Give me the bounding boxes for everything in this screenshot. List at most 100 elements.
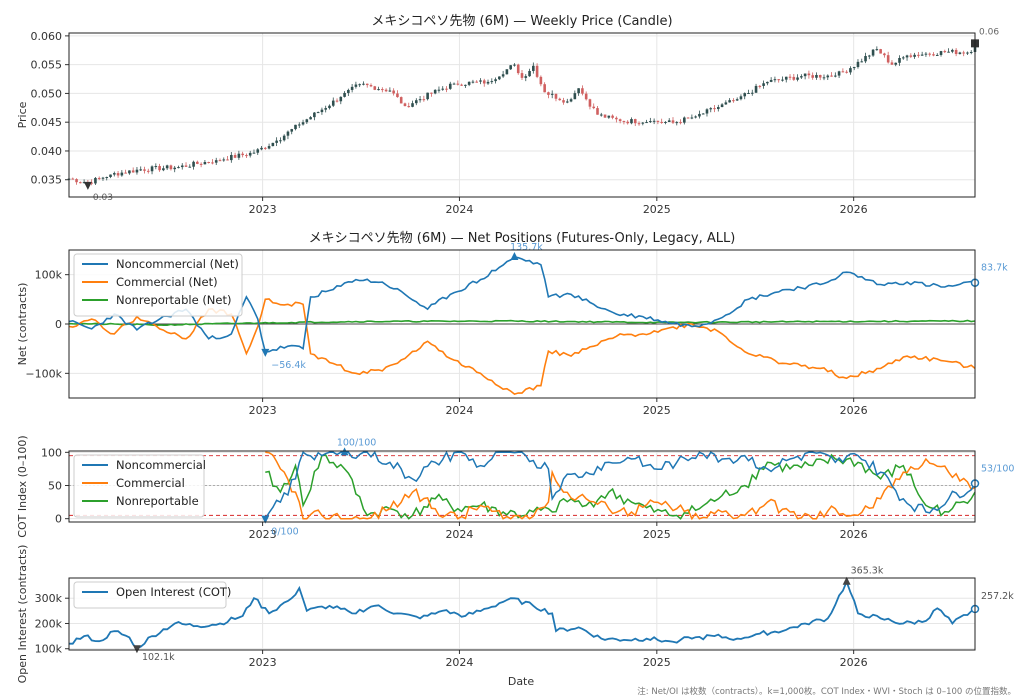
y-tick-label: 0.050	[31, 87, 63, 100]
candle-body	[513, 64, 516, 66]
candle-body	[381, 89, 384, 91]
y-tick-label: 200k	[35, 617, 63, 630]
candle-body	[969, 51, 973, 53]
legend-label: Noncommercial	[116, 458, 206, 472]
candle-body	[403, 103, 407, 107]
candle-body	[430, 92, 433, 94]
candle-body	[713, 108, 716, 110]
candle-body	[343, 92, 346, 97]
candle-body	[800, 76, 803, 78]
candle-body	[762, 83, 765, 86]
candle-body	[852, 67, 856, 69]
candle-body	[433, 89, 437, 94]
candle-body	[766, 81, 769, 84]
candle-body	[864, 56, 867, 62]
candle-body	[105, 177, 109, 179]
candle-body	[894, 62, 898, 65]
y-tick-label: 0	[55, 513, 62, 526]
candle-body	[233, 154, 237, 158]
candle-body	[732, 100, 735, 102]
candle-body	[214, 160, 218, 163]
legend-box	[73, 253, 243, 317]
candle-body	[849, 68, 852, 73]
plot-border	[68, 577, 976, 651]
candle-body	[935, 54, 939, 56]
x-tick-label: 2025	[643, 203, 671, 216]
candle-body	[581, 88, 584, 94]
candle-body	[554, 93, 558, 99]
candle-body	[335, 100, 339, 102]
candle-body	[701, 113, 705, 115]
candle-body	[248, 152, 252, 156]
candle-body	[747, 93, 750, 95]
candle-body	[347, 89, 350, 93]
candle-body	[411, 103, 414, 107]
candle-body	[818, 74, 822, 78]
candle-body	[301, 122, 305, 125]
candle-body	[860, 61, 864, 63]
candle-body	[615, 117, 618, 120]
candle-body	[471, 81, 475, 83]
candle-body	[173, 167, 176, 170]
x-tick-label: 2025	[643, 404, 671, 417]
candle-body	[871, 49, 875, 56]
series-line	[264, 450, 976, 520]
y-tick-label: −100k	[25, 367, 62, 380]
annotation-label: 365.3k	[851, 566, 884, 577]
candle-body	[845, 71, 848, 73]
candle-body	[717, 107, 720, 110]
candle-body	[577, 88, 580, 94]
annotation-label: 0.03	[93, 193, 113, 203]
candle-body	[396, 93, 399, 98]
candle-body	[241, 153, 244, 156]
candle-body	[633, 119, 637, 124]
legend-label: Commercial (Net)	[116, 275, 218, 289]
candle-body	[754, 85, 758, 93]
candle-body	[671, 120, 675, 123]
candle-body	[558, 98, 562, 101]
price-candle-panel: 2023 2024 2025 2026 0.035 0.040 0.045 0.050 0.05…	[16, 14, 999, 216]
annotation-label: 53/100	[981, 464, 1014, 475]
candle-body	[177, 167, 180, 169]
candle-body	[222, 159, 226, 161]
candle-body	[784, 76, 788, 80]
candle-body	[437, 89, 441, 91]
candle-body	[226, 159, 229, 161]
candle-body	[286, 131, 290, 136]
candle-body	[109, 174, 112, 178]
candle-body	[328, 105, 331, 109]
candle-body	[803, 73, 807, 77]
candle-body	[101, 177, 105, 179]
candle-body	[630, 119, 633, 124]
candle-body	[180, 165, 184, 168]
candle-body	[890, 62, 894, 65]
candle-body	[743, 93, 747, 97]
series-line	[68, 319, 976, 327]
x-tick-label: 2023	[249, 203, 277, 216]
candle-body	[354, 84, 358, 87]
candle-body	[905, 55, 909, 58]
candle-body	[116, 173, 120, 176]
y-tick-label: 100k	[35, 269, 63, 282]
candle-body	[422, 99, 426, 101]
candle-body	[135, 169, 139, 173]
candle-body	[267, 146, 271, 149]
y-axis-label: Price	[16, 101, 29, 128]
series-line	[69, 579, 976, 650]
candle-body	[837, 71, 841, 76]
candle-body	[924, 53, 928, 55]
x-tick-label: 2023	[249, 656, 277, 669]
candle-body	[271, 142, 275, 147]
candle-body	[856, 61, 860, 68]
annotation-label: 0/100	[271, 527, 298, 538]
candle-body	[120, 172, 124, 176]
candle-body	[82, 182, 86, 184]
x-tick-label: 2023	[249, 528, 277, 541]
candle-body	[939, 51, 943, 55]
series-line	[265, 453, 976, 520]
candle-body	[550, 93, 554, 95]
candle-body	[464, 84, 467, 86]
candle-body	[588, 99, 592, 107]
candle-body	[830, 75, 833, 77]
candle-body	[445, 88, 448, 90]
